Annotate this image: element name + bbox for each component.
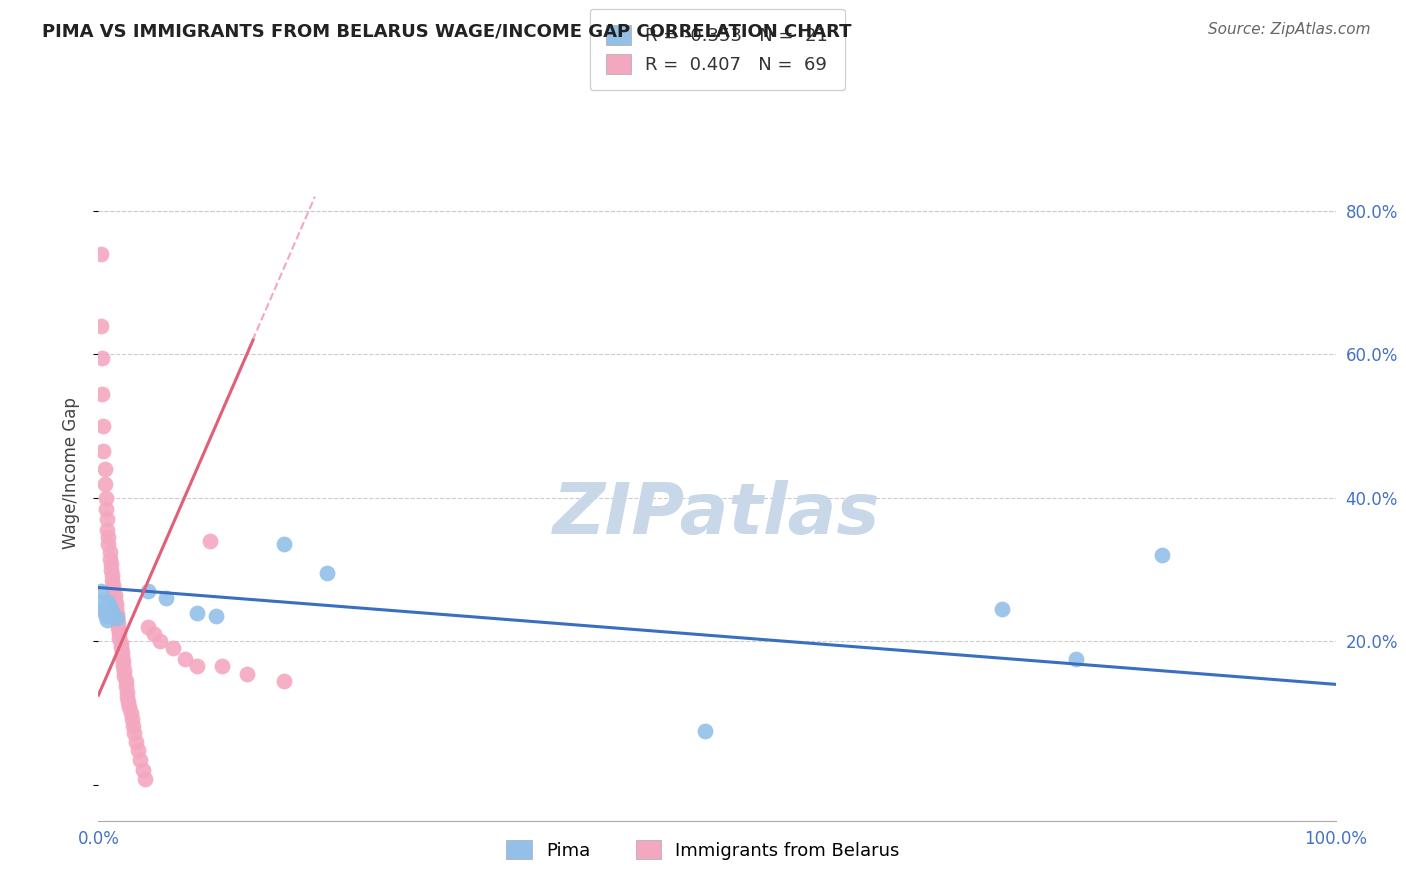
Point [101, 574, 124, 588]
Point [93, 606, 115, 620]
Point [117, 695, 139, 709]
Point [98, 544, 121, 558]
Point [97, 537, 120, 551]
Y-axis label: Wage/Income Gap: Wage/Income Gap [62, 397, 80, 549]
Point [110, 636, 132, 650]
Point [96, 512, 118, 526]
Point [101, 567, 124, 582]
Legend: Pima, Immigrants from Belarus: Pima, Immigrants from Belarus [492, 825, 914, 874]
Point [90, 584, 112, 599]
Point [111, 645, 134, 659]
Point [122, 719, 145, 733]
Point [115, 690, 138, 705]
Point [186, 606, 208, 620]
Point [93, 462, 115, 476]
Point [149, 634, 172, 648]
Point [103, 578, 125, 592]
Point [112, 659, 135, 673]
Point [110, 640, 132, 654]
Point [174, 652, 197, 666]
Point [316, 566, 339, 581]
Point [96, 613, 118, 627]
Point [134, 772, 156, 786]
Point [93, 444, 115, 458]
Point [155, 591, 177, 606]
Point [105, 607, 128, 621]
Point [91, 595, 114, 609]
Point [211, 659, 233, 673]
Point [97, 595, 120, 609]
Point [186, 659, 208, 673]
Point [124, 735, 146, 749]
Point [132, 764, 155, 778]
Point [129, 753, 152, 767]
Point [115, 684, 138, 698]
Point [104, 602, 127, 616]
Point [198, 533, 221, 548]
Point [100, 603, 122, 617]
Point [90, 318, 112, 333]
Point [97, 530, 120, 544]
Point [143, 627, 166, 641]
Point [112, 654, 135, 668]
Point [107, 621, 129, 635]
Point [94, 501, 117, 516]
Point [114, 673, 136, 688]
Point [990, 602, 1012, 616]
Point [103, 588, 125, 602]
Point [103, 592, 125, 607]
Point [236, 666, 259, 681]
Point [273, 673, 295, 688]
Point [108, 631, 131, 645]
Point [120, 706, 142, 720]
Point [112, 669, 135, 683]
Point [108, 625, 131, 640]
Point [91, 351, 114, 365]
Point [114, 679, 136, 693]
Point [136, 620, 159, 634]
Point [93, 602, 115, 616]
Point [124, 726, 146, 740]
Point [107, 616, 129, 631]
Point [103, 582, 125, 597]
Point [100, 563, 122, 577]
Point [103, 607, 125, 621]
Point [118, 700, 141, 714]
Point [93, 476, 115, 491]
Point [94, 491, 117, 505]
Point [112, 665, 135, 679]
Point [127, 743, 149, 757]
Point [96, 523, 118, 537]
Point [98, 551, 121, 566]
Point [91, 387, 114, 401]
Point [100, 557, 122, 571]
Point [693, 723, 716, 738]
Point [1152, 548, 1174, 562]
Point [205, 609, 228, 624]
Text: ZIPatlas: ZIPatlas [554, 480, 880, 549]
Point [105, 611, 128, 625]
Point [162, 641, 184, 656]
Point [94, 609, 117, 624]
Point [121, 712, 143, 726]
Point [93, 419, 115, 434]
Point [273, 537, 295, 551]
Text: Source: ZipAtlas.com: Source: ZipAtlas.com [1208, 22, 1371, 37]
Point [111, 650, 134, 665]
Point [1064, 652, 1087, 666]
Point [105, 611, 128, 625]
Point [90, 247, 112, 261]
Legend: R = -0.353   N =  21, R =  0.407   N =  69: R = -0.353 N = 21, R = 0.407 N = 69 [589, 9, 845, 90]
Point [98, 599, 121, 614]
Point [104, 597, 127, 611]
Point [136, 584, 159, 599]
Text: PIMA VS IMMIGRANTS FROM BELARUS WAGE/INCOME GAP CORRELATION CHART: PIMA VS IMMIGRANTS FROM BELARUS WAGE/INC… [42, 22, 852, 40]
